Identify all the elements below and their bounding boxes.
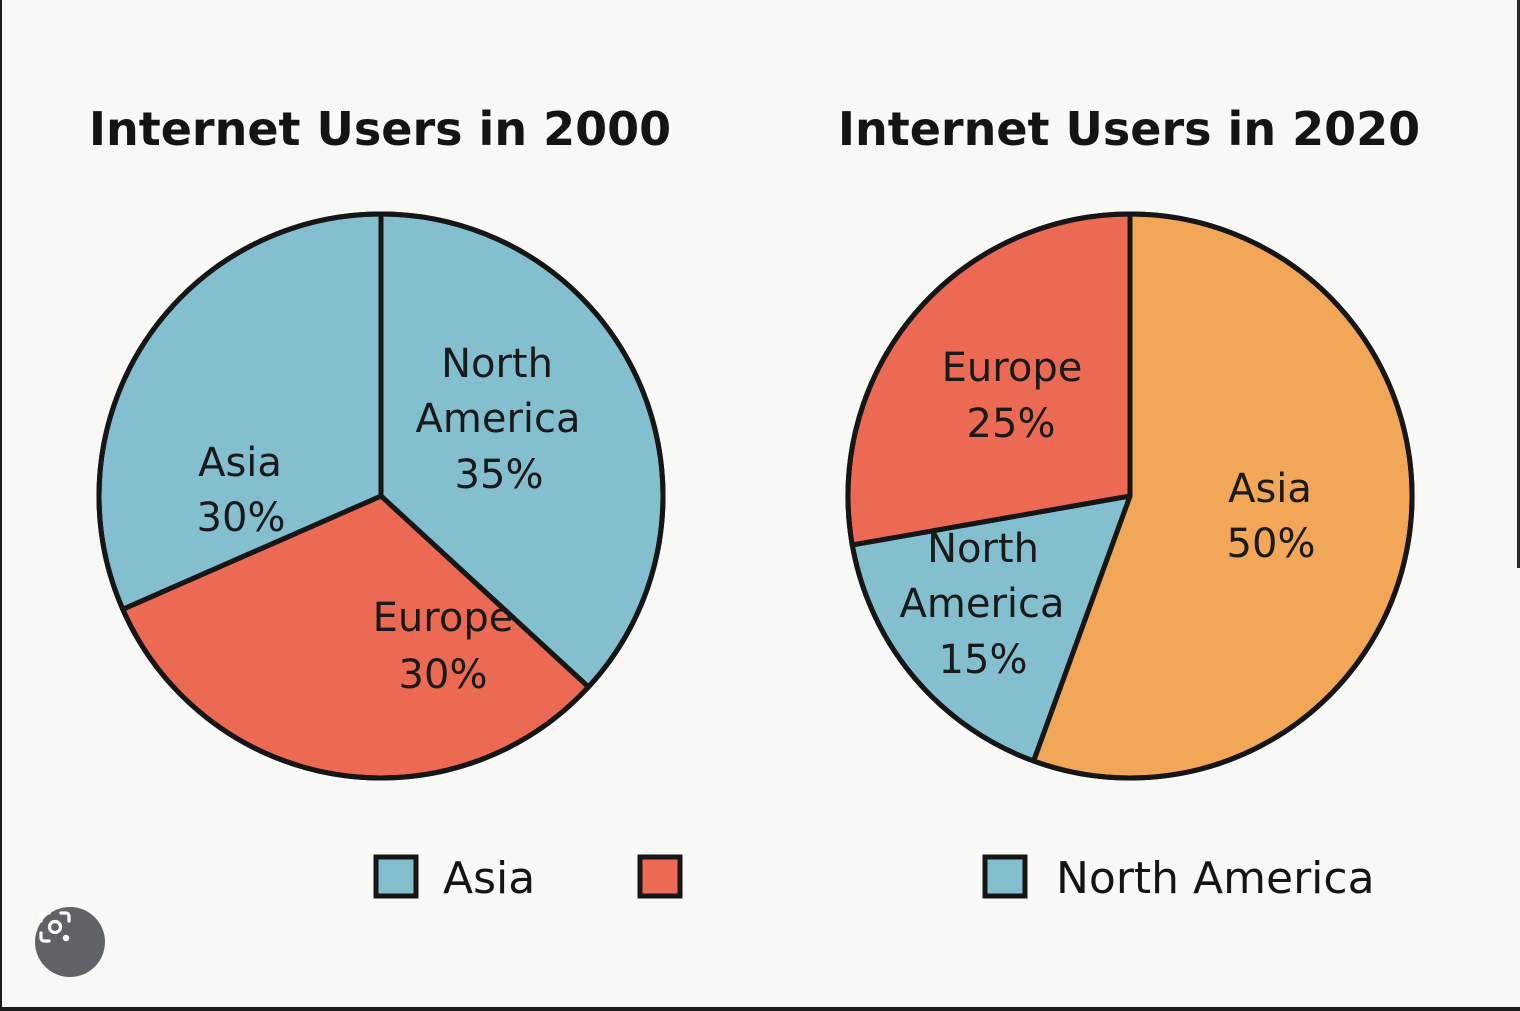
slice-value-label: 15% <box>939 637 1028 683</box>
slice-label-group-europe-2020: Europe 25% <box>942 345 1083 447</box>
slice-label-group-europe-2000: Europe 30% <box>373 595 514 698</box>
slice-label: North <box>927 526 1039 572</box>
legend-swatch-north-america <box>982 854 1028 899</box>
slice-value-label: 30% <box>197 495 286 541</box>
legend: Asia North America <box>373 853 1375 904</box>
visual-search-button[interactable] <box>35 907 105 977</box>
visual-search-icon <box>39 911 71 943</box>
legend-swatch-europe <box>637 854 683 899</box>
legend-swatch-asia <box>373 854 419 899</box>
slice-label: America <box>416 396 581 442</box>
slice-label: Asia <box>198 440 282 486</box>
slice-value-label: 50% <box>1227 521 1316 567</box>
slice-label-group-asia-2020: Asia 50% <box>1227 466 1316 567</box>
pie-2020 <box>845 211 1415 781</box>
pie-outline <box>96 211 666 781</box>
slice-label: Europe <box>373 595 514 641</box>
pie-2000 <box>96 211 666 781</box>
slice-label: North <box>441 341 553 387</box>
slice-value-label: 25% <box>967 401 1056 447</box>
legend-label-asia: Asia <box>443 853 535 904</box>
slice-value-label: 35% <box>455 452 544 498</box>
slice-label-group-asia-2000: Asia 30% <box>197 440 286 541</box>
slice-label: Europe <box>942 345 1083 391</box>
slice-label-group-north-america-2020: North America 15% <box>900 526 1065 683</box>
slice-label: Asia <box>1228 466 1312 512</box>
pie-outline <box>845 211 1415 781</box>
chart-title-2020: Internet Users in 2020 <box>838 102 1420 156</box>
slice-value-label: 30% <box>399 652 488 698</box>
slice-label-group-north-america-2000: North America 35% <box>416 341 581 498</box>
legend-label-north-america: North America <box>1056 853 1375 904</box>
slice-label: America <box>900 581 1065 627</box>
scrollbar[interactable] <box>1517 0 1520 568</box>
chart-title-2000: Internet Users in 2000 <box>89 102 671 156</box>
